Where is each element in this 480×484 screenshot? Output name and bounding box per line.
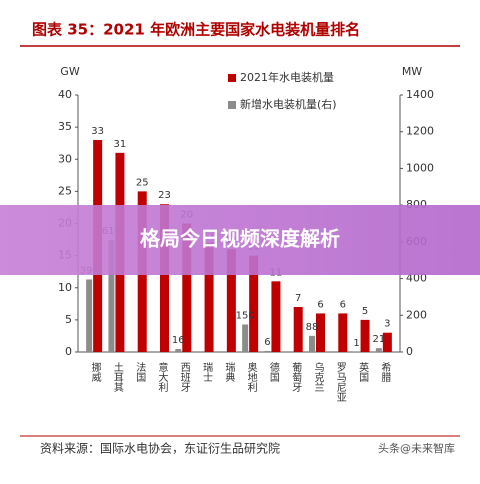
value-label: 6 bbox=[317, 299, 323, 310]
bar bbox=[309, 336, 315, 352]
y2-unit: MW bbox=[402, 65, 422, 78]
value-label: 5 bbox=[362, 306, 368, 317]
y-tick-label: 0 bbox=[65, 345, 72, 358]
x-tick-label: 瑞士 bbox=[201, 362, 213, 382]
bar bbox=[361, 320, 370, 352]
legend-label: 2021年水电装机量 bbox=[240, 70, 334, 84]
bar bbox=[86, 279, 92, 352]
value-label: 7 bbox=[295, 293, 301, 304]
x-tick-label: 瑞典 bbox=[223, 362, 235, 383]
bar bbox=[264, 351, 270, 352]
y2-tick-label: 1400 bbox=[406, 88, 434, 101]
x-tick-label: 奥地利 bbox=[245, 361, 257, 392]
legend-swatch bbox=[228, 101, 236, 109]
x-tick-label: 葡萄牙 bbox=[290, 361, 302, 393]
value-label: 88 bbox=[306, 322, 319, 333]
x-tick-label: 西班牙 bbox=[178, 362, 190, 393]
source: 资料来源：国际水电协会，东证衍生品研究院 bbox=[40, 441, 280, 456]
watermark: 头条@未来智库 bbox=[378, 441, 455, 455]
bar bbox=[376, 348, 382, 352]
y2-tick-label: 200 bbox=[406, 308, 427, 321]
value-label: 6 bbox=[264, 337, 270, 348]
y-tick-label: 40 bbox=[58, 88, 72, 101]
y-tick-label: 10 bbox=[58, 281, 72, 294]
bar bbox=[242, 324, 248, 352]
value-label: 3 bbox=[384, 319, 390, 330]
y2-tick-label: 1000 bbox=[406, 161, 434, 174]
y2-tick-label: 0 bbox=[406, 345, 413, 358]
y-tick-label: 25 bbox=[58, 184, 72, 197]
bar bbox=[175, 349, 181, 352]
y-tick-label: 5 bbox=[65, 313, 72, 326]
bar bbox=[294, 307, 303, 352]
value-label: 6 bbox=[340, 299, 346, 310]
value-label: 33 bbox=[91, 126, 104, 137]
banner: 格局今日视频深度解析 bbox=[140, 227, 340, 251]
y-unit: GW bbox=[60, 65, 80, 78]
y-tick-label: 30 bbox=[58, 152, 72, 165]
x-tick-label: 法国 bbox=[134, 361, 146, 383]
y-tick-label: 35 bbox=[58, 120, 72, 133]
value-label: 16 bbox=[172, 335, 185, 346]
value-label: 23 bbox=[158, 190, 171, 201]
y2-tick-label: 1200 bbox=[406, 125, 434, 138]
value-label: 1 bbox=[353, 338, 359, 349]
legend-swatch bbox=[228, 74, 236, 82]
x-tick-label: 英国 bbox=[357, 361, 369, 383]
x-tick-label: 希腊 bbox=[379, 361, 391, 383]
x-tick-label: 德国 bbox=[267, 361, 279, 383]
legend-label: 新增水电装机量(右) bbox=[240, 97, 337, 111]
x-tick-label: 土耳其 bbox=[111, 361, 123, 393]
x-tick-label: 挪威 bbox=[89, 361, 101, 383]
value-label: 21 bbox=[372, 334, 385, 345]
x-tick-label: 乌克兰 bbox=[312, 361, 324, 392]
chart-title: 图表 35：2021 年欧洲主要国家水电装机量排名 bbox=[32, 21, 360, 39]
value-label: 150 bbox=[236, 310, 255, 321]
bar bbox=[271, 281, 280, 352]
bar bbox=[338, 313, 347, 352]
value-label: 25 bbox=[136, 177, 149, 188]
value-label: 31 bbox=[114, 139, 127, 150]
x-tick-label: 意大利 bbox=[156, 361, 168, 392]
x-tick-label: 罗马尼亚 bbox=[334, 362, 346, 402]
